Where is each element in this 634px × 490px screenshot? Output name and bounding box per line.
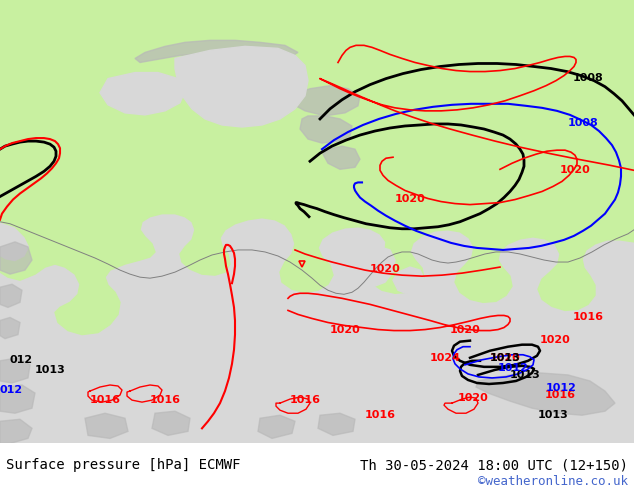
Text: Th 30-05-2024 18:00 UTC (12+150): Th 30-05-2024 18:00 UTC (12+150) (359, 458, 628, 472)
Polygon shape (498, 0, 634, 83)
Text: 1013: 1013 (510, 370, 541, 380)
Text: 1012: 1012 (546, 383, 577, 393)
Text: 1020: 1020 (490, 353, 521, 363)
Text: 1016: 1016 (90, 395, 121, 405)
Text: 1020: 1020 (540, 335, 571, 344)
Text: 1013: 1013 (538, 410, 569, 420)
Text: 1016: 1016 (290, 395, 321, 405)
Polygon shape (0, 0, 634, 335)
Polygon shape (85, 413, 128, 439)
Polygon shape (0, 0, 634, 443)
Text: 012: 012 (0, 385, 23, 395)
Text: 1024: 1024 (430, 353, 461, 363)
Polygon shape (476, 373, 615, 415)
Polygon shape (100, 73, 185, 115)
Polygon shape (347, 247, 395, 287)
Text: 1008: 1008 (568, 118, 598, 128)
Text: 1020: 1020 (560, 165, 591, 175)
Text: 1016: 1016 (545, 390, 576, 400)
Polygon shape (0, 284, 22, 307)
Polygon shape (318, 413, 355, 436)
Text: 1016: 1016 (365, 410, 396, 420)
Text: 1020: 1020 (370, 264, 401, 274)
Text: 1008: 1008 (573, 73, 604, 83)
Text: 1013: 1013 (35, 365, 66, 375)
Text: 1020: 1020 (330, 324, 361, 335)
Polygon shape (286, 49, 338, 81)
Text: 1020: 1020 (458, 393, 489, 403)
Polygon shape (0, 385, 35, 413)
Text: 1016: 1016 (150, 395, 181, 405)
Polygon shape (0, 318, 20, 339)
Polygon shape (258, 415, 295, 439)
Polygon shape (350, 38, 395, 66)
Polygon shape (0, 358, 30, 383)
Polygon shape (135, 40, 298, 63)
Text: 1020: 1020 (450, 324, 481, 335)
Polygon shape (175, 47, 308, 127)
Polygon shape (393, 267, 425, 294)
Polygon shape (323, 146, 360, 170)
Polygon shape (0, 0, 20, 22)
Text: ©weatheronline.co.uk: ©weatheronline.co.uk (477, 475, 628, 488)
Text: 1013: 1013 (490, 353, 521, 363)
Polygon shape (0, 242, 32, 274)
Polygon shape (0, 419, 32, 443)
Polygon shape (338, 12, 380, 33)
Text: Surface pressure [hPa] ECMWF: Surface pressure [hPa] ECMWF (6, 458, 241, 472)
Text: 1012: 1012 (498, 363, 529, 373)
Text: 012: 012 (10, 355, 33, 365)
Text: 1016: 1016 (573, 313, 604, 322)
Polygon shape (152, 411, 190, 436)
Polygon shape (300, 116, 352, 143)
Text: 1020: 1020 (395, 194, 426, 203)
Polygon shape (290, 86, 360, 116)
Polygon shape (300, 15, 328, 30)
